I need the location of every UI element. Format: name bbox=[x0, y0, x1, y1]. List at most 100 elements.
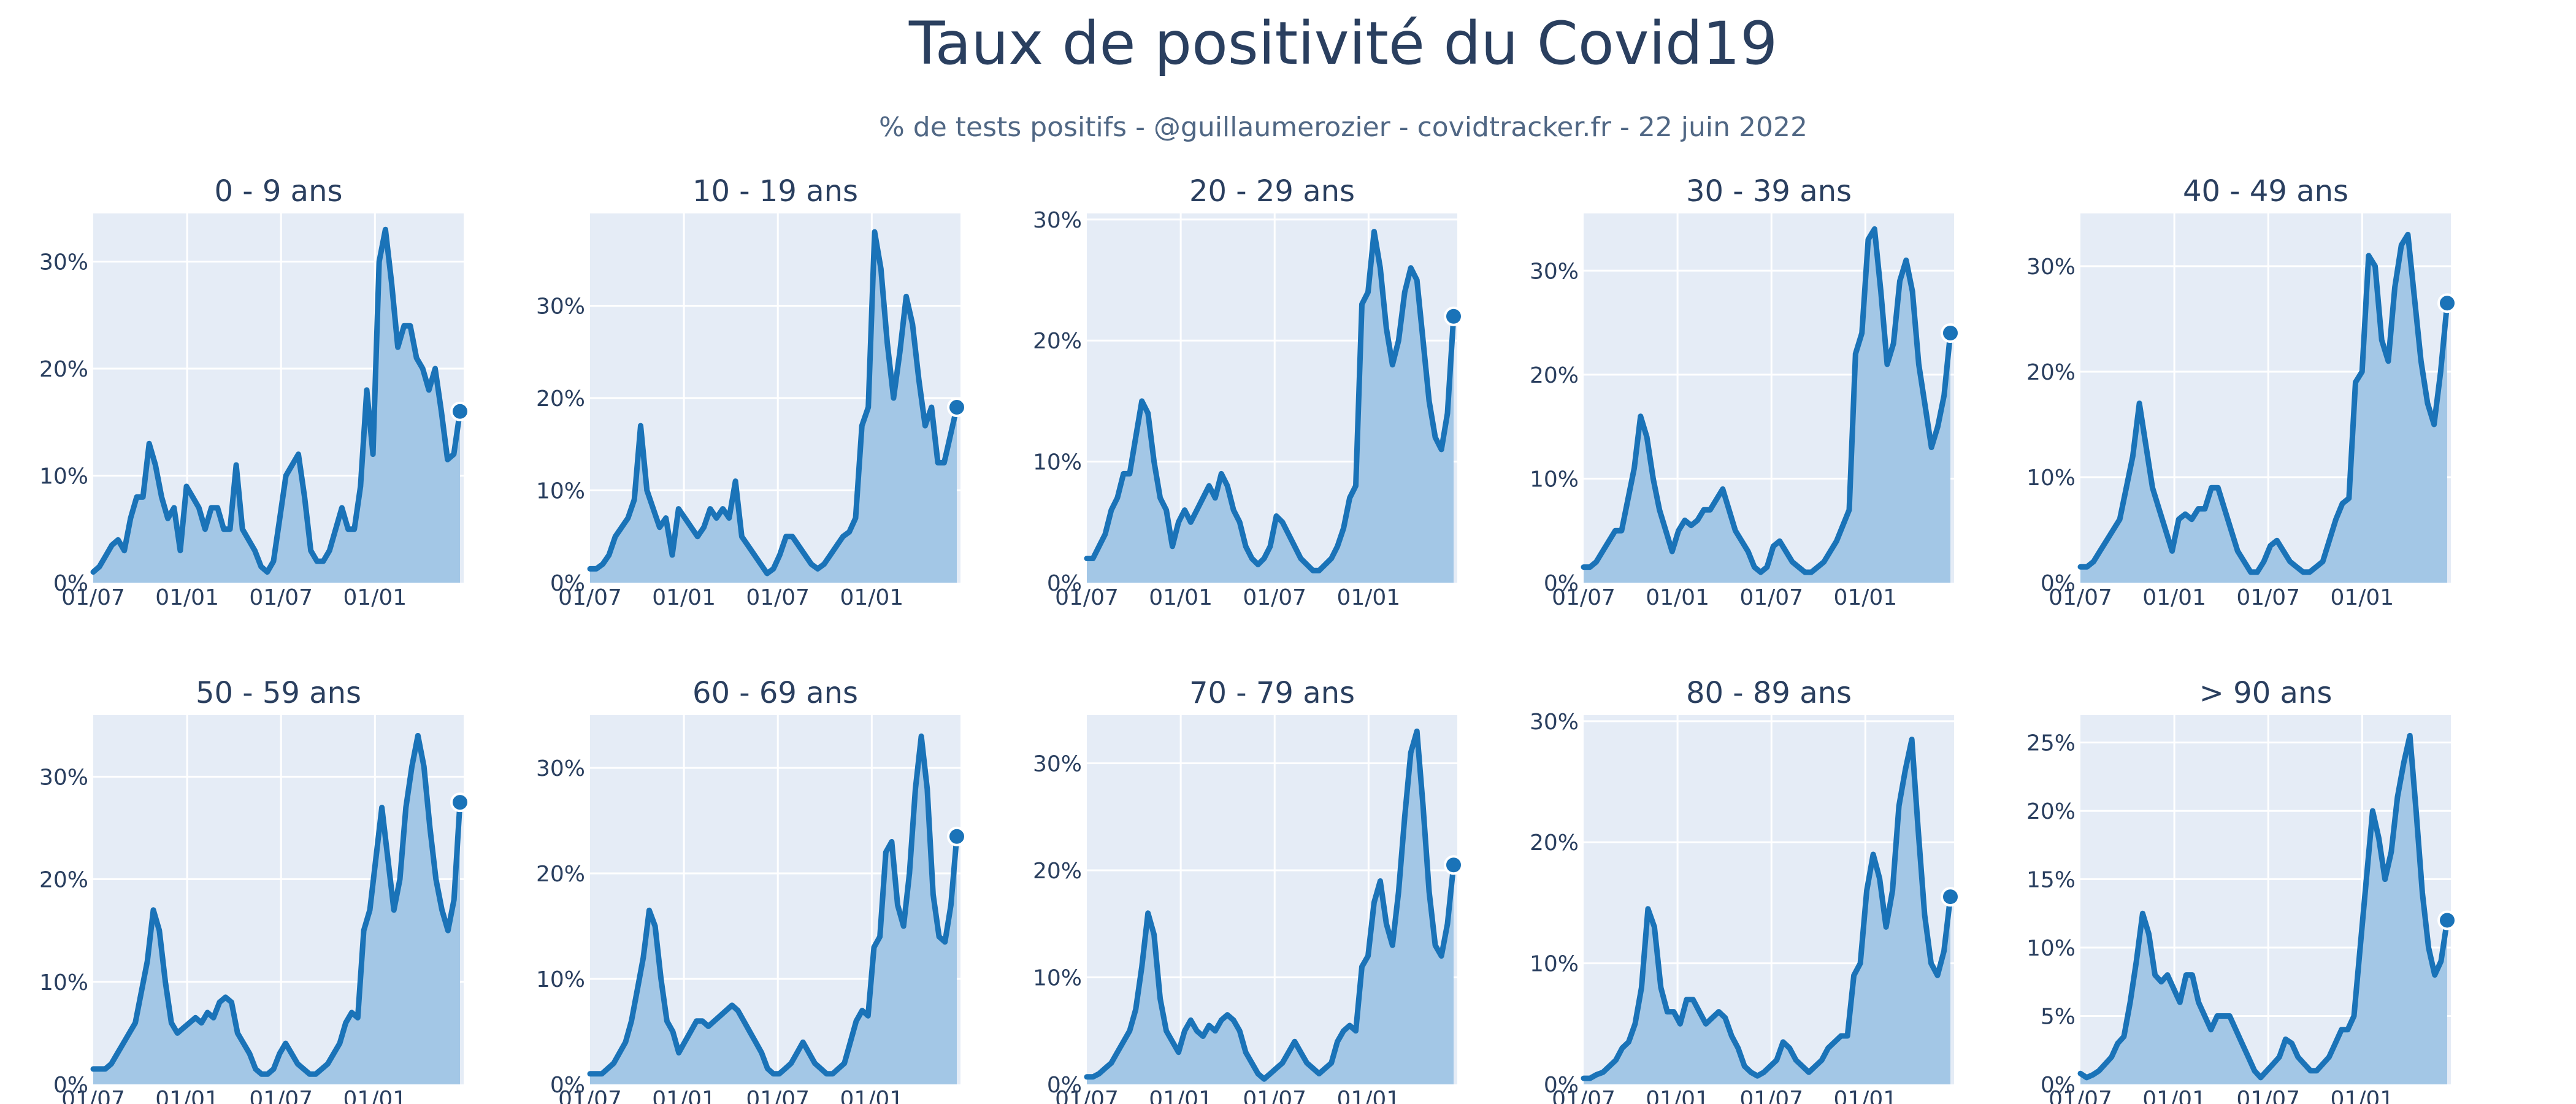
series-area bbox=[2080, 234, 2447, 583]
series-line bbox=[587, 229, 960, 577]
y-tick-label: 0% bbox=[1544, 571, 1579, 596]
panel-20-29-ans: 0% 10% 20% 30% 01/07 01/01 01/07 01/01 20 - 29 a… bbox=[1033, 174, 1463, 610]
last-value-marker bbox=[947, 826, 967, 846]
last-value-marker bbox=[1941, 323, 1960, 343]
y-tick-label: 10% bbox=[2026, 466, 2076, 491]
panel-title: 40 - 49 ans bbox=[2183, 174, 2348, 209]
last-value-marker bbox=[1444, 306, 1463, 326]
y-tick-label: 10% bbox=[1530, 467, 1579, 492]
y-tick-label: 10% bbox=[1530, 952, 1579, 977]
x-tick-label: 01/07 bbox=[2236, 1087, 2300, 1104]
series-line bbox=[90, 732, 463, 1077]
panel-30-39-ans: 0% 10% 20% 30% 01/07 01/01 01/07 01/01 30 - 39 a… bbox=[1530, 174, 1960, 610]
x-tick-label: 01/07 bbox=[2049, 1087, 2112, 1104]
last-value-marker bbox=[2437, 910, 2457, 930]
y-tick-label: 30% bbox=[39, 765, 88, 790]
figure-subtitle: % de tests positifs - @guillaumerozier -… bbox=[879, 112, 1807, 143]
y-tick-label: 0% bbox=[1047, 571, 1082, 596]
x-tick-label: 01/01 bbox=[155, 1087, 219, 1104]
y-tick-label: 0% bbox=[1047, 1073, 1082, 1098]
y-tick-label: 10% bbox=[1033, 450, 1082, 475]
series-area bbox=[93, 229, 460, 583]
last-value-marker bbox=[450, 792, 470, 813]
x-tick-label: 01/01 bbox=[2142, 585, 2206, 610]
x-tick-label: 01/01 bbox=[1833, 1087, 1897, 1104]
x-tick-label: 01/07 bbox=[1243, 585, 1306, 610]
x-tick-label: 01/01 bbox=[2142, 1087, 2206, 1104]
x-tick-label: 01/07 bbox=[61, 1087, 125, 1104]
y-tick-label: 0% bbox=[550, 571, 585, 596]
y-tick-label: 30% bbox=[2026, 255, 2076, 280]
panel-title: 20 - 29 ans bbox=[1189, 174, 1355, 209]
y-tick-label: 0% bbox=[2041, 571, 2076, 596]
series-line bbox=[1084, 229, 1457, 573]
x-tick-label: 01/07 bbox=[1055, 1087, 1119, 1104]
panel-50-59-ans: 0% 10% 20% 30% 01/07 01/01 01/07 01/01 50 - 59 a… bbox=[39, 676, 470, 1104]
panel-70-79-ans: 0% 10% 20% 30% 01/07 01/01 01/07 01/01 70 - 79 a… bbox=[1033, 676, 1463, 1104]
y-tick-label: 20% bbox=[39, 357, 88, 382]
y-tick-label: 20% bbox=[39, 868, 88, 893]
y-tick-label: 20% bbox=[1033, 329, 1082, 354]
panel-title: 60 - 69 ans bbox=[692, 676, 858, 710]
series-area bbox=[1584, 739, 1950, 1084]
panel-title: 50 - 59 ans bbox=[196, 676, 361, 710]
x-tick-label: 01/01 bbox=[1646, 1087, 1709, 1104]
y-tick-label: 20% bbox=[536, 386, 585, 412]
y-tick-label: 0% bbox=[1544, 1073, 1579, 1098]
x-tick-label: 01/01 bbox=[1149, 585, 1213, 610]
x-tick-label: 01/01 bbox=[2330, 585, 2394, 610]
y-tick-label: 20% bbox=[536, 862, 585, 887]
y-tick-label: 30% bbox=[536, 756, 585, 781]
x-tick-label: 01/01 bbox=[652, 585, 716, 610]
x-tick-label: 01/01 bbox=[1833, 585, 1897, 610]
x-tick-label: 01/07 bbox=[1739, 585, 1803, 610]
figure-title: Taux de positivité du Covid19 bbox=[908, 9, 1777, 78]
y-tick-label: 30% bbox=[1033, 208, 1082, 233]
x-tick-label: 01/01 bbox=[1646, 585, 1709, 610]
x-tick-label: 01/01 bbox=[840, 585, 903, 610]
panel-40-49-ans: 0% 10% 20% 30% 01/07 01/01 01/07 01/01 40 - 49 a… bbox=[2026, 174, 2457, 610]
last-value-marker bbox=[2437, 293, 2457, 313]
series-line bbox=[1084, 728, 1457, 1082]
x-tick-label: 01/01 bbox=[343, 585, 407, 610]
panel-60-69-ans: 0% 10% 20% 30% 01/07 01/01 01/07 01/01 60 - 69 a… bbox=[536, 676, 967, 1104]
series-line bbox=[2077, 231, 2450, 575]
last-value-marker bbox=[450, 401, 470, 421]
y-tick-label: 0% bbox=[53, 571, 88, 596]
x-tick-label: 01/07 bbox=[746, 585, 810, 610]
y-tick-label: 20% bbox=[2026, 360, 2076, 385]
panel-90-ans: 0% 5% 10% 15% 20% 25% 01/07 01/01 01/07 01/01 > 90… bbox=[2026, 676, 2457, 1104]
panel-title: 10 - 19 ans bbox=[692, 174, 858, 209]
x-tick-label: 01/07 bbox=[1243, 1087, 1306, 1104]
y-tick-label: 30% bbox=[1530, 259, 1579, 284]
y-tick-label: 30% bbox=[1033, 752, 1082, 777]
last-value-marker bbox=[1444, 855, 1463, 875]
x-tick-label: 01/07 bbox=[558, 585, 622, 610]
y-tick-label: 15% bbox=[2026, 868, 2076, 893]
series-area bbox=[1087, 731, 1454, 1084]
y-tick-label: 10% bbox=[536, 967, 585, 992]
y-tick-label: 30% bbox=[39, 250, 88, 275]
y-tick-label: 30% bbox=[1530, 710, 1579, 735]
y-tick-label: 0% bbox=[550, 1073, 585, 1098]
panel-title: > 90 ans bbox=[2199, 676, 2333, 710]
y-tick-label: 10% bbox=[1033, 966, 1082, 991]
x-tick-label: 01/07 bbox=[61, 585, 125, 610]
y-tick-label: 10% bbox=[39, 464, 88, 489]
series-line bbox=[2077, 732, 2450, 1081]
x-tick-label: 01/01 bbox=[155, 585, 219, 610]
series-area bbox=[1584, 229, 1950, 583]
series-area bbox=[2080, 735, 2447, 1084]
panel-title: 70 - 79 ans bbox=[1189, 676, 1355, 710]
panel-title: 80 - 89 ans bbox=[1686, 676, 1852, 710]
series-line bbox=[587, 733, 960, 1077]
series-line bbox=[1581, 226, 1953, 575]
x-tick-label: 01/01 bbox=[1149, 1087, 1213, 1104]
series-line bbox=[90, 226, 463, 575]
panel-10-19-ans: 0% 10% 20% 30% 01/07 01/01 01/07 01/01 10 - 19 a… bbox=[536, 174, 967, 610]
x-tick-label: 01/01 bbox=[840, 1087, 903, 1104]
y-tick-label: 20% bbox=[1530, 363, 1579, 388]
x-tick-label: 01/07 bbox=[2049, 585, 2112, 610]
y-tick-label: 0% bbox=[2041, 1073, 2076, 1098]
